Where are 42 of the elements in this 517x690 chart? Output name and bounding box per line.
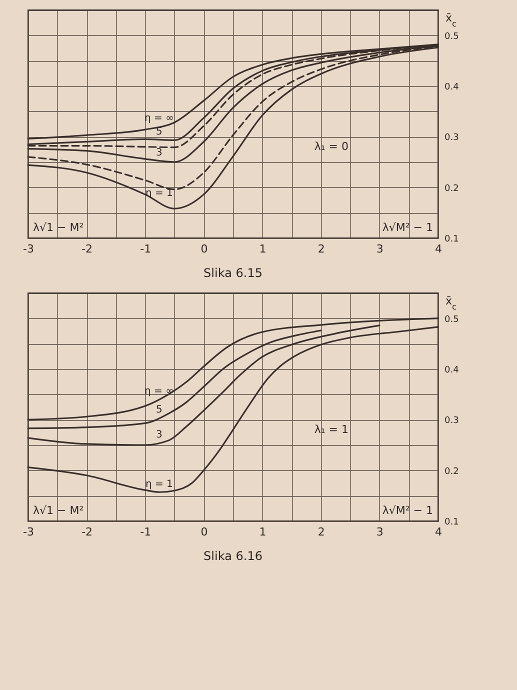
text: Slika 6.16: [204, 549, 262, 563]
annotation: λ√1 − M²: [33, 504, 84, 517]
annotation: λ√M² − 1: [382, 504, 433, 517]
y-tick-label: 0.2: [444, 466, 459, 477]
y-tick-label: 0.4: [444, 82, 460, 92]
x-tick-label: 0: [200, 526, 208, 538]
y-axis-title: x̄$_{c}$: [446, 12, 458, 28]
y-tick-label: 0.1: [444, 234, 459, 244]
x-tick-label: -2: [82, 242, 93, 256]
x-tick-label: -3: [23, 242, 34, 256]
x-tick-label: -1: [140, 242, 152, 256]
x-tick-label: -3: [23, 526, 34, 538]
x-tick-label: 1: [259, 526, 266, 538]
series-label: 5: [156, 126, 162, 138]
y-axis-title: x̄$_{c}$: [446, 294, 458, 312]
x-tick-label: 3: [376, 526, 384, 538]
annotation: λ₁ = 0: [314, 140, 348, 153]
x-tick-label: 4: [435, 242, 442, 256]
x-tick-label: -1: [140, 526, 152, 538]
y-tick-label: 0.3: [444, 133, 459, 144]
x-tick-label: 1: [259, 242, 266, 256]
series-label: 3: [156, 429, 162, 440]
x-tick-label: 0: [200, 242, 208, 256]
series-label: 3: [156, 147, 162, 158]
x-tick-label: 4: [435, 526, 442, 538]
text: Slika 6.15: [204, 266, 262, 280]
x-tick-label: 3: [376, 242, 384, 256]
y-tick-label: 0.3: [444, 416, 459, 426]
y-tick-label: 0.1: [444, 518, 459, 528]
y-tick-label: 0.4: [444, 366, 460, 376]
y-tick-label: 0.5: [444, 32, 459, 42]
annotation: λ√M² − 1: [382, 221, 433, 234]
y-tick-label: 0.2: [444, 184, 459, 194]
x-tick-label: -2: [82, 526, 93, 538]
annotation: λ√1 − M²: [33, 221, 84, 234]
annotation: λ₁ = 1: [314, 422, 348, 436]
x-tick-label: 2: [318, 242, 325, 256]
x-tick-label: 2: [318, 526, 325, 538]
series-label: η = ∞: [144, 113, 174, 124]
y-tick-label: 0.5: [444, 314, 459, 325]
series-label: 5: [156, 404, 162, 416]
series-label: η = 1: [145, 479, 173, 490]
